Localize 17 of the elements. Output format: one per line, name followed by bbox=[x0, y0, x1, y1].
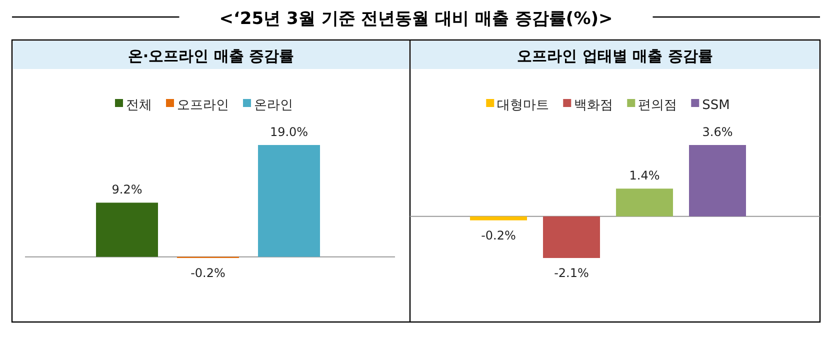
legend-label: 대형마트 bbox=[497, 98, 550, 113]
legend-label: 편의점 bbox=[638, 98, 678, 113]
data-label: 9.2% bbox=[112, 182, 142, 197]
data-label: 3.6% bbox=[702, 125, 733, 139]
legend-label: SSM bbox=[702, 98, 730, 113]
legend-label: 오프라인 bbox=[177, 98, 229, 113]
data-label: 1.4% bbox=[629, 168, 660, 183]
chart-title: 오프라인 업태별 매출 증감률 bbox=[517, 47, 713, 65]
legend-label: 전체 bbox=[126, 98, 152, 113]
data-label: -0.2% bbox=[481, 228, 516, 242]
legend-label: 온라인 bbox=[254, 98, 293, 113]
data-label: 19.0% bbox=[270, 125, 308, 139]
data-label: -0.2% bbox=[190, 266, 226, 280]
legend-label: 백화점 bbox=[574, 98, 614, 113]
chart-title: 온·오프라인 매출 증감률 bbox=[128, 47, 294, 65]
data-label: -2.1% bbox=[554, 266, 589, 280]
text: <‘25년 3월 기준 전년동월 대비 매출 증감률(%)> bbox=[219, 9, 613, 29]
